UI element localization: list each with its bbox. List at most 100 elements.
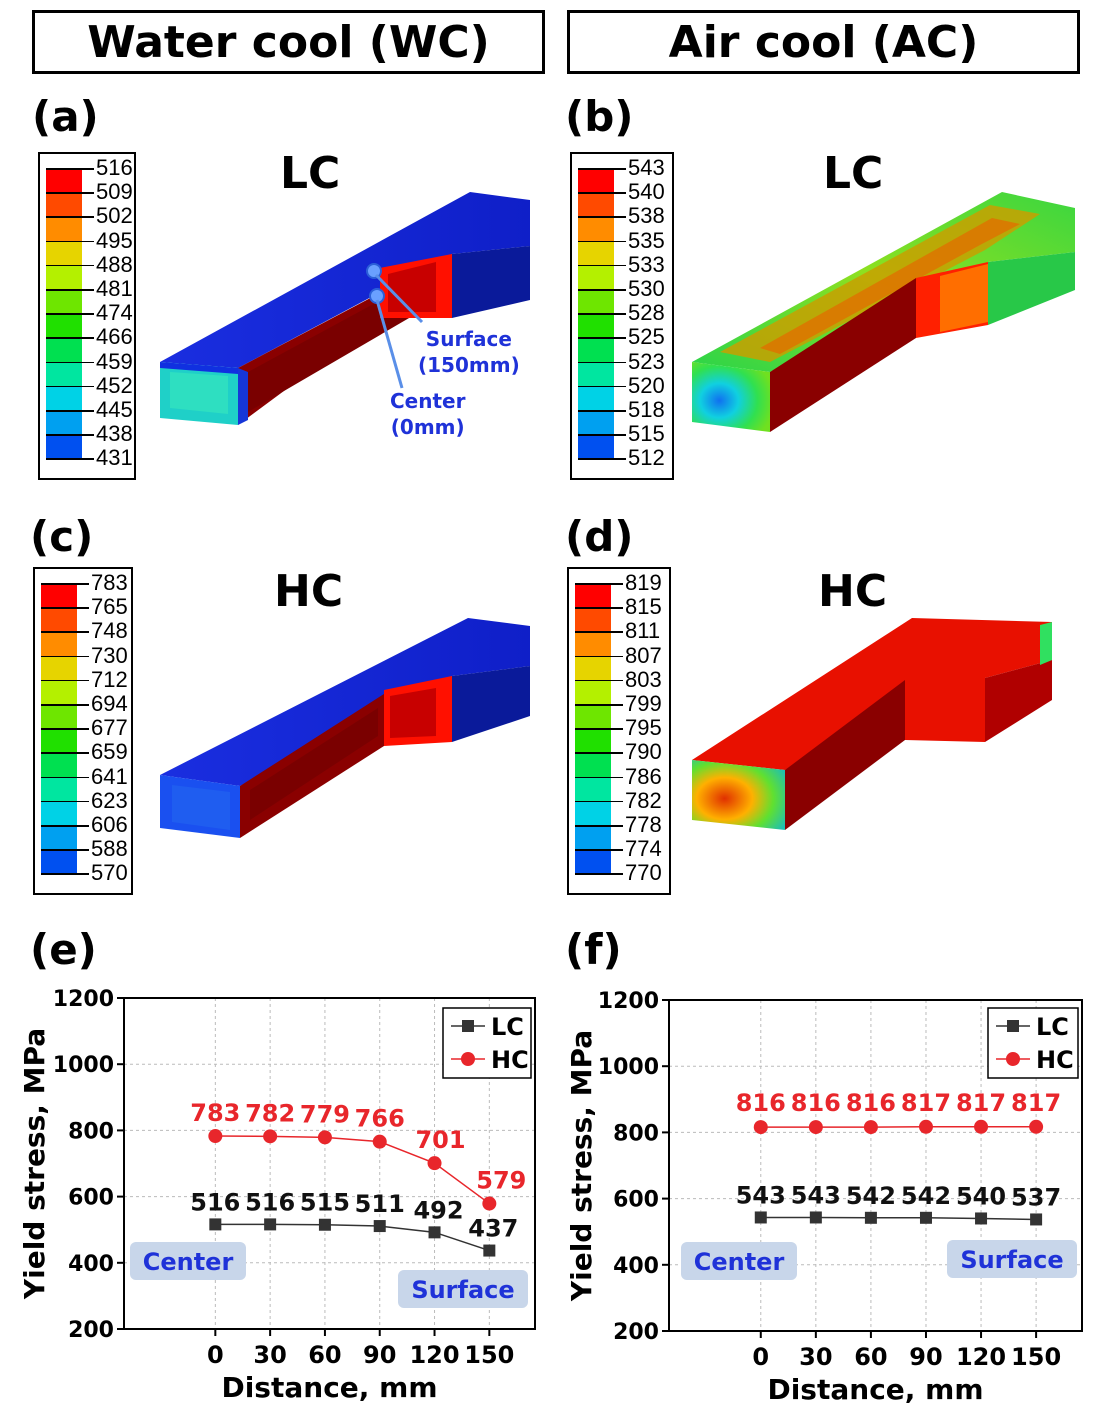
y-tick-label: 1200 [53, 987, 114, 1012]
colorbar-tick [575, 704, 623, 706]
colorbar-swatch [578, 313, 614, 338]
panel-title-c: HC [274, 566, 344, 617]
colorbar-swatch [578, 337, 614, 363]
colorbar-swatch [578, 168, 614, 193]
header-water-cool: Water cool (WC) [32, 10, 545, 74]
colorbar-swatch [46, 385, 82, 411]
data-point-hc [427, 1156, 442, 1171]
y-tick-label: 800 [613, 1121, 659, 1146]
colorbar-a: 516 509 502 495 488 481 474 466 459 452 445 438 431 [38, 152, 136, 480]
colorbar-label: 459 [96, 348, 133, 374]
data-point-hc [317, 1130, 332, 1145]
data-label-lc: 492 [413, 1196, 463, 1224]
colorbar-tick [575, 631, 623, 633]
plot-frame [123, 997, 536, 1330]
colorbar-tick [41, 631, 89, 633]
colorbar-tick [575, 825, 623, 827]
panel-label-f: (f) [565, 925, 622, 974]
data-label-hc: 816 [791, 1089, 841, 1117]
colorbar-tick [46, 361, 94, 364]
colorbar-tick [41, 800, 89, 803]
colorbar-b: 543 540 538 535 533 530 528 525 523 520 518 515 512 [570, 152, 674, 480]
legend-marker [1006, 1052, 1020, 1066]
colorbar-tick [578, 385, 626, 388]
data-label-lc: 540 [956, 1182, 1006, 1210]
colorbar-tick [578, 240, 626, 243]
data-point-lc [864, 1211, 877, 1224]
x-tick-label: 90 [363, 1341, 396, 1369]
panel-label-b: (b) [565, 92, 634, 141]
series-line-lc [215, 1223, 490, 1252]
colorbar-tick [575, 679, 623, 682]
legend-label: HC [1036, 1046, 1074, 1074]
colorbar-swatch [41, 752, 77, 778]
colorbar-tick [41, 825, 89, 827]
region-surface-box [398, 1270, 528, 1308]
colorbar-swatch [575, 752, 611, 778]
colorbar-swatch [575, 849, 611, 874]
colorbar-label: 790 [625, 739, 662, 765]
data-point-hc [753, 1120, 768, 1135]
colorbar-label: 438 [96, 421, 133, 447]
colorbar-swatch [41, 655, 77, 681]
data-label-lc: 515 [300, 1189, 350, 1217]
colorbar-label: 516 [96, 155, 133, 180]
colorbar-label: 540 [628, 179, 665, 205]
y-tick-label: 400 [68, 1252, 114, 1277]
x-tick-label: 30 [253, 1341, 286, 1369]
colorbar-tick [41, 704, 89, 706]
colorbar-label: 778 [625, 812, 662, 837]
colorbar-label: 588 [91, 836, 128, 862]
chart-e: 200 400 600 800 1000 1200 0 30 60 90 120 150 Distanc… [18, 987, 536, 1404]
colorbar-swatch [578, 264, 614, 290]
colorbar-label: 659 [91, 739, 128, 765]
y-tick-label: 1200 [598, 989, 659, 1014]
colorbar-swatch [578, 434, 614, 459]
colorbar-c: 783 765 748 730 712 694 677 659 641 623 606 588 570 [33, 567, 133, 895]
panel-label-a: (a) [32, 92, 99, 141]
colorbar-tick [578, 289, 626, 291]
colorbar-label: 481 [96, 276, 133, 301]
x-tick-label: 90 [909, 1343, 942, 1371]
colorbar-label: 748 [91, 618, 128, 644]
colorbar-swatch [575, 825, 611, 850]
colorbar-swatch [578, 410, 614, 435]
colorbar-label: 570 [91, 860, 128, 886]
colorbar-swatch [46, 361, 82, 387]
colorbar-swatch [41, 849, 77, 874]
data-point-hc [863, 1120, 878, 1135]
colorbar-tick [46, 410, 94, 412]
colorbar-tick [41, 873, 89, 875]
panel-label-d: (d) [565, 512, 634, 561]
data-label-lc: 516 [190, 1188, 240, 1216]
legend-marker [1007, 1020, 1019, 1032]
data-point-lc [373, 1220, 386, 1233]
colorbar-tick [41, 655, 89, 658]
plot-frame [668, 999, 1083, 1332]
colorbar-label: 495 [96, 227, 133, 253]
colorbar-swatch [46, 410, 82, 435]
panel-label-e: (e) [30, 925, 97, 974]
colorbar-label: 535 [628, 227, 665, 253]
data-point-hc [263, 1129, 278, 1144]
colorbar-tick [578, 192, 626, 194]
legend-box [442, 1007, 532, 1079]
colorbar-tick [575, 873, 623, 875]
annotation-surface-distance: (150mm) [418, 353, 520, 377]
data-label-lc: 543 [791, 1181, 841, 1209]
colorbar-tick [575, 752, 623, 754]
data-point-hc [1029, 1119, 1044, 1134]
colorbar-swatch [41, 583, 77, 608]
colorbar-tick [41, 752, 89, 754]
region-surface-label: Surface [960, 1246, 1063, 1274]
legend-marker [462, 1020, 474, 1032]
y-tick-label: 1000 [53, 1053, 114, 1078]
header-air-cool: Air cool (AC) [567, 10, 1080, 74]
x-tick-label: 120 [956, 1343, 1006, 1371]
colorbar-swatch [575, 704, 611, 729]
data-point-lc [318, 1218, 331, 1231]
colorbar-label: 712 [91, 666, 128, 692]
y-tick-label: 800 [68, 1119, 114, 1144]
colorbar-swatch [41, 825, 77, 850]
colorbar-label: 502 [96, 203, 133, 229]
